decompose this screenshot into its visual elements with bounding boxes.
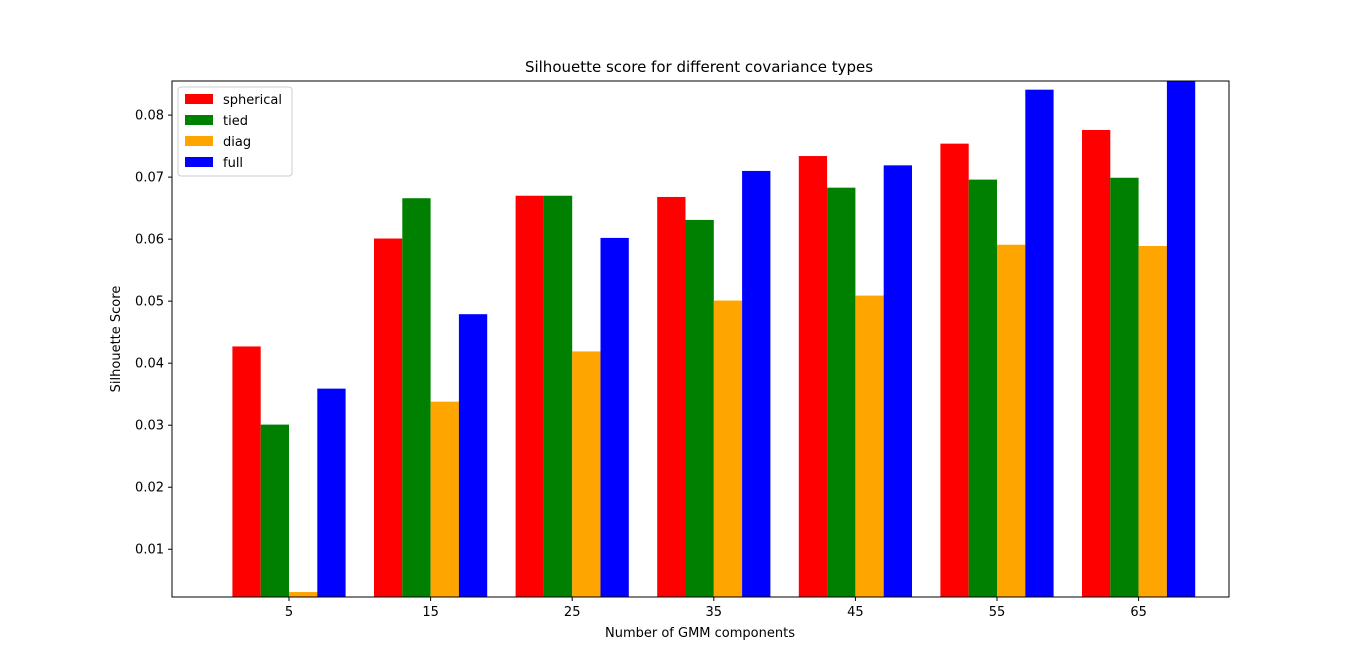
bar-diag-45 (855, 295, 884, 597)
bar-diag-55 (997, 244, 1026, 598)
x-axis-title: Number of GMM components (605, 626, 795, 641)
bar-full-15 (458, 314, 488, 597)
bar-tied-55 (968, 179, 997, 598)
y-axis-title: Silhouette Score (109, 286, 124, 393)
legend-swatch-full (185, 157, 213, 167)
y-tick-label: 0.08 (135, 109, 164, 124)
y-axis: 0.01 0.02 0.03 0.04 0.05 0.06 0.07 0.08 (135, 109, 172, 558)
bar-tied-5 (260, 424, 289, 597)
bar-full-55 (1025, 89, 1054, 598)
y-tick-label: 0.05 (135, 295, 164, 310)
legend-swatch-tied (185, 115, 213, 125)
bar-spherical-45 (798, 156, 828, 598)
legend: spherical tied diag full (177, 86, 293, 177)
legend-label-diag: diag (223, 135, 251, 150)
x-tick-label: 25 (564, 605, 581, 620)
bar-spherical-5 (232, 346, 261, 597)
legend-label-spherical: spherical (223, 93, 282, 108)
legend-frame (177, 86, 293, 177)
legend-label-tied: tied (223, 114, 248, 129)
bar-full-65 (1166, 81, 1196, 597)
y-tick-label: 0.03 (135, 419, 164, 434)
bar-full-25 (600, 237, 629, 597)
x-tick-label: 15 (422, 605, 439, 620)
bar-tied-45 (827, 187, 856, 598)
y-tick-label: 0.04 (135, 357, 164, 372)
bar-diag-65 (1138, 245, 1167, 597)
bar-tied-15 (402, 198, 431, 597)
bar-tied-35 (685, 219, 714, 598)
bar-spherical-55 (940, 143, 969, 597)
bar-diag-35 (713, 300, 743, 597)
plot-frame (171, 80, 1230, 598)
x-tick-label: 55 (989, 605, 1006, 620)
bar-diag-5 (289, 592, 318, 597)
bar-spherical-35 (657, 196, 686, 598)
bar-diag-25 (572, 351, 601, 597)
y-tick-label: 0.02 (135, 481, 164, 496)
legend-swatch-diag (185, 136, 213, 146)
bar-spherical-65 (1082, 130, 1111, 597)
x-tick-label: 65 (1130, 605, 1147, 620)
y-tick-label: 0.01 (135, 543, 164, 558)
y-tick-label: 0.07 (135, 171, 164, 186)
y-tick-label: 0.06 (135, 233, 164, 248)
legend-label-full: full (223, 156, 243, 171)
bar-spherical-15 (374, 238, 403, 597)
bar-diag-15 (430, 401, 459, 597)
bar-full-45 (883, 165, 912, 597)
legend-swatch-spherical (185, 94, 213, 104)
x-tick-label: 5 (285, 605, 293, 620)
x-tick-label: 45 (847, 605, 864, 620)
chart-title: Silhouette score for different covarianc… (525, 58, 873, 76)
x-tick-label: 35 (706, 605, 723, 620)
bar-spherical-25 (515, 195, 544, 598)
x-axis: 5 15 25 35 45 55 65 (285, 597, 1147, 620)
bar-full-35 (742, 170, 771, 597)
bar-tied-25 (543, 195, 573, 598)
bar-tied-65 (1110, 177, 1139, 597)
bars-layer (232, 81, 1196, 598)
bar-full-5 (317, 388, 346, 597)
